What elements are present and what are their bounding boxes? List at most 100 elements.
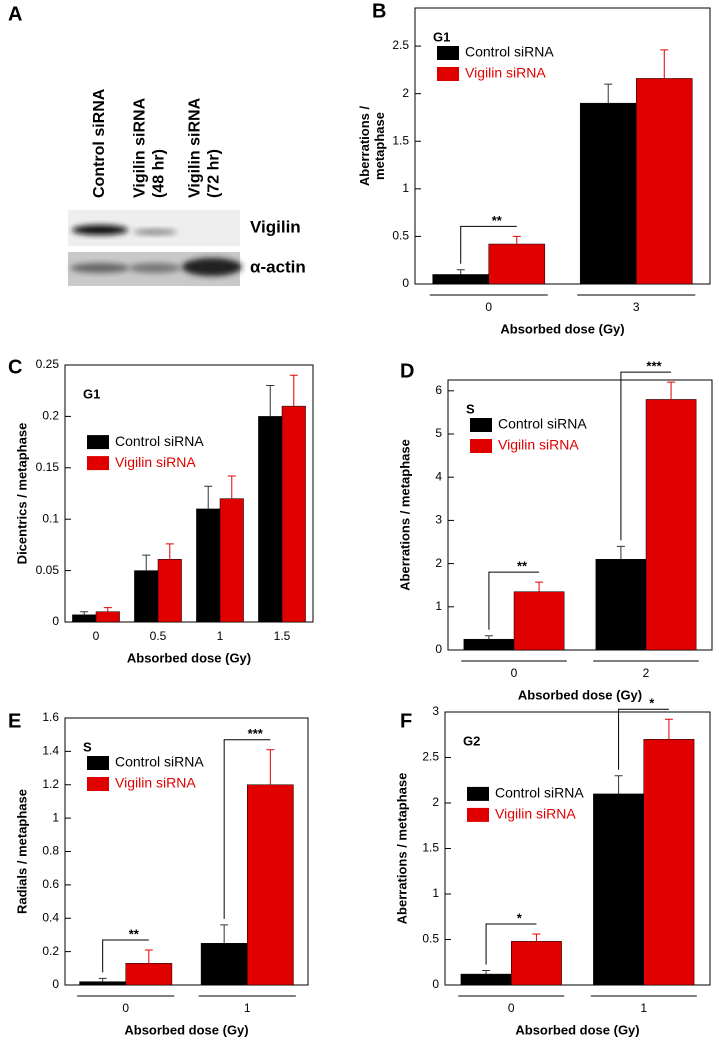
significance-bracket bbox=[223, 739, 271, 919]
x-axis-label: Absorbed dose (Gy) bbox=[500, 321, 624, 336]
y-axis-label: Dicentrics / metaphase bbox=[14, 423, 29, 565]
lane-label-line: (72 hr) bbox=[206, 149, 223, 198]
bar bbox=[219, 498, 244, 623]
error-bar bbox=[482, 969, 491, 975]
y-axis-label: Aberrations / metaphase bbox=[394, 773, 409, 925]
y-tick-label: 0 bbox=[52, 614, 59, 628]
error-bar bbox=[660, 49, 669, 79]
y-tick-label: 4 bbox=[435, 469, 442, 483]
y-tick-label: 0.1 bbox=[42, 511, 59, 525]
y-axis-label-line: Aberrations / metaphase bbox=[394, 773, 409, 925]
error-bar bbox=[144, 949, 153, 964]
blot-band bbox=[72, 225, 128, 235]
error-bar bbox=[604, 83, 613, 104]
x-tick-label: 0 bbox=[511, 666, 518, 680]
y-tick-label: 1 bbox=[52, 810, 59, 824]
y-tick-label: 0.25 bbox=[36, 357, 60, 371]
lane-label-line: Vigilin siRNA bbox=[187, 97, 204, 198]
band-label: α-actin bbox=[250, 257, 306, 276]
legend-label: Control siRNA bbox=[465, 44, 554, 60]
bar bbox=[579, 102, 637, 285]
legend-swatch bbox=[87, 456, 109, 471]
legend-label: Vigilin siRNA bbox=[115, 454, 196, 470]
y-tick-label: 0 bbox=[435, 642, 442, 656]
y-tick-label: 5 bbox=[435, 426, 442, 440]
x-tick-label: 1 bbox=[244, 1001, 251, 1015]
error-bar bbox=[266, 749, 275, 785]
lane-label-line: (48 hr) bbox=[151, 149, 168, 198]
x-axis-label: Absorbed dose (Gy) bbox=[124, 1022, 248, 1037]
x-tick-label: 0 bbox=[122, 1001, 129, 1015]
bar bbox=[247, 784, 294, 986]
legend-label: Vigilin siRNA bbox=[115, 775, 196, 791]
legend-swatch bbox=[87, 756, 109, 770]
lane-label-line: Vigilin siRNA bbox=[132, 97, 149, 198]
chart-title: G2 bbox=[463, 733, 480, 748]
error-bar bbox=[266, 385, 275, 417]
bar bbox=[157, 559, 182, 623]
significance-bracket bbox=[488, 571, 540, 630]
legend-swatch bbox=[467, 807, 489, 822]
error-bar bbox=[165, 543, 174, 560]
legend-label: Vigilin siRNA bbox=[465, 65, 546, 81]
legend-label: Vigilin siRNA bbox=[498, 437, 579, 453]
legend-swatch bbox=[470, 439, 492, 453]
x-tick-label: 2 bbox=[643, 666, 650, 680]
panel-label: B bbox=[372, 0, 386, 22]
x-tick-label: 1.5 bbox=[274, 629, 291, 643]
y-tick-label: 1.2 bbox=[42, 777, 59, 791]
significance-bracket bbox=[618, 708, 669, 770]
bar bbox=[196, 508, 221, 623]
error-bar bbox=[227, 475, 236, 499]
lane-label-line: Control siRNA bbox=[91, 88, 108, 198]
band-label: Vigilin bbox=[250, 217, 301, 236]
y-tick-label: 0.5 bbox=[392, 229, 409, 243]
error-bar bbox=[532, 933, 541, 942]
bar bbox=[95, 611, 120, 623]
y-axis-label-line: Radials / metaphase bbox=[14, 789, 29, 914]
error-bar bbox=[512, 235, 521, 245]
bar bbox=[463, 638, 515, 651]
legend-label: Vigilin siRNA bbox=[495, 806, 576, 822]
blot-band bbox=[182, 258, 242, 276]
x-axis-label: Absorbed dose (Gy) bbox=[518, 687, 642, 702]
y-tick-label: 1 bbox=[432, 886, 439, 900]
y-tick-label: 0.2 bbox=[42, 409, 59, 423]
y-tick-label: 0.4 bbox=[42, 910, 59, 924]
y-tick-label: 0.5 bbox=[422, 932, 439, 946]
plot-frame bbox=[414, 7, 711, 285]
significance-label: * bbox=[649, 696, 655, 711]
x-tick-label: 1 bbox=[217, 629, 224, 643]
y-tick-label: 1 bbox=[402, 181, 409, 195]
y-axis-label: Aberrations / metaphase bbox=[357, 106, 387, 187]
lane-label: Vigilin siRNA (72 hr) bbox=[187, 97, 223, 198]
y-tick-label: 0 bbox=[52, 977, 59, 991]
x-tick-label: 0 bbox=[93, 629, 100, 643]
error-bar bbox=[204, 485, 213, 509]
legend-label: Control siRNA bbox=[115, 754, 204, 770]
error-bar bbox=[142, 554, 151, 571]
bar bbox=[134, 570, 159, 623]
y-tick-label: 6 bbox=[435, 383, 442, 397]
y-tick-label: 1 bbox=[435, 599, 442, 613]
bar bbox=[643, 739, 695, 986]
x-tick-label: 0 bbox=[485, 300, 492, 314]
panel-label: C bbox=[8, 356, 22, 378]
bar bbox=[593, 793, 645, 986]
legend-swatch bbox=[467, 786, 489, 801]
significance-bracket bbox=[102, 939, 149, 973]
y-tick-label: 0.2 bbox=[42, 944, 59, 958]
blot-band bbox=[129, 263, 181, 273]
plot-frame bbox=[447, 379, 713, 651]
chart-title: G1 bbox=[433, 29, 450, 44]
error-bar bbox=[664, 718, 673, 740]
y-axis-label: Aberrations / metaphase bbox=[397, 439, 412, 591]
bar bbox=[200, 943, 248, 986]
lane-label: Control siRNA bbox=[91, 88, 108, 198]
y-tick-label: 2 bbox=[402, 86, 409, 100]
bar bbox=[281, 405, 306, 623]
significance-label: ** bbox=[129, 926, 140, 941]
significance-label: ** bbox=[492, 213, 503, 228]
y-tick-label: 2.5 bbox=[392, 38, 409, 52]
